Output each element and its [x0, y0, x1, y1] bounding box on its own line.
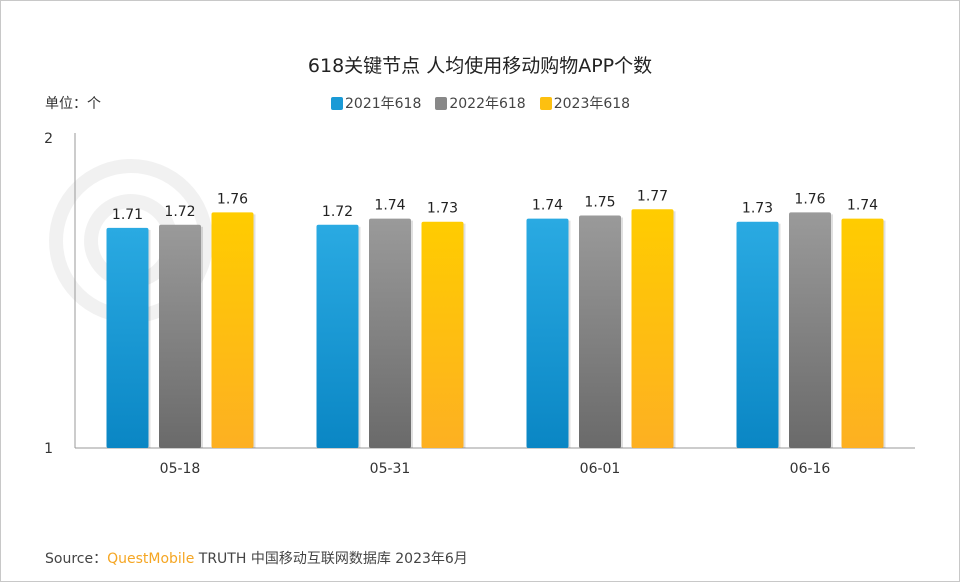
bar — [316, 224, 359, 448]
bar — [631, 209, 674, 448]
legend-label: 2022年618 — [449, 96, 526, 112]
data-label: 1.74 — [374, 198, 405, 214]
x-tick-label: 06-16 — [790, 461, 831, 477]
bar — [841, 218, 884, 448]
bar — [159, 224, 201, 448]
legend-label: 2021年618 — [345, 96, 422, 112]
data-label: 1.77 — [637, 188, 668, 204]
legend-swatch-2021 — [331, 96, 343, 110]
bar — [369, 218, 411, 448]
data-label: 1.72 — [164, 204, 195, 220]
legend-label: 2023年618 — [553, 96, 631, 112]
bar — [526, 218, 569, 448]
data-label: 1.73 — [427, 201, 458, 217]
x-tick-label: 05-18 — [160, 461, 201, 477]
bar — [736, 221, 779, 448]
data-label: 1.73 — [742, 201, 773, 217]
legend-item-2023: 2023年618 — [539, 93, 631, 113]
data-label: 1.71 — [112, 207, 143, 223]
data-label: 1.76 — [794, 191, 825, 207]
bar — [421, 221, 464, 448]
data-label: 1.75 — [584, 195, 615, 211]
data-label: 1.76 — [217, 191, 248, 207]
brand-name: QuestMobile — [107, 551, 195, 567]
source-text: TRUTH 中国移动互联网数据库 2023年6月 — [198, 551, 468, 567]
bar — [579, 215, 621, 448]
legend-item-2021: 2021年618 — [331, 93, 421, 113]
y-tick-label: 2 — [44, 131, 53, 147]
source-line: Source：QuestMobile TRUTH 中国移动互联网数据库 2023… — [45, 548, 468, 568]
data-label: 1.74 — [532, 198, 563, 214]
bar — [106, 227, 149, 448]
y-tick-label: 1 — [44, 441, 53, 457]
legend-swatch-2023 — [539, 96, 552, 110]
legend-item-2022: 2022年618 — [435, 93, 526, 113]
legend: 2021年618 2022年618 2023年618 — [331, 93, 630, 113]
data-label: 1.74 — [847, 198, 878, 214]
data-label: 1.72 — [322, 204, 353, 220]
unit-label: 单位：个 — [45, 96, 101, 112]
x-tick-label: 06-01 — [580, 461, 621, 477]
bar — [789, 212, 831, 448]
bar — [211, 212, 254, 448]
legend-swatch-2022 — [435, 96, 448, 110]
source-prefix: Source： — [45, 551, 108, 567]
x-tick-label: 05-31 — [370, 461, 411, 477]
chart-title: 618关键节点 人均使用移动购物APP个数 — [307, 55, 653, 77]
